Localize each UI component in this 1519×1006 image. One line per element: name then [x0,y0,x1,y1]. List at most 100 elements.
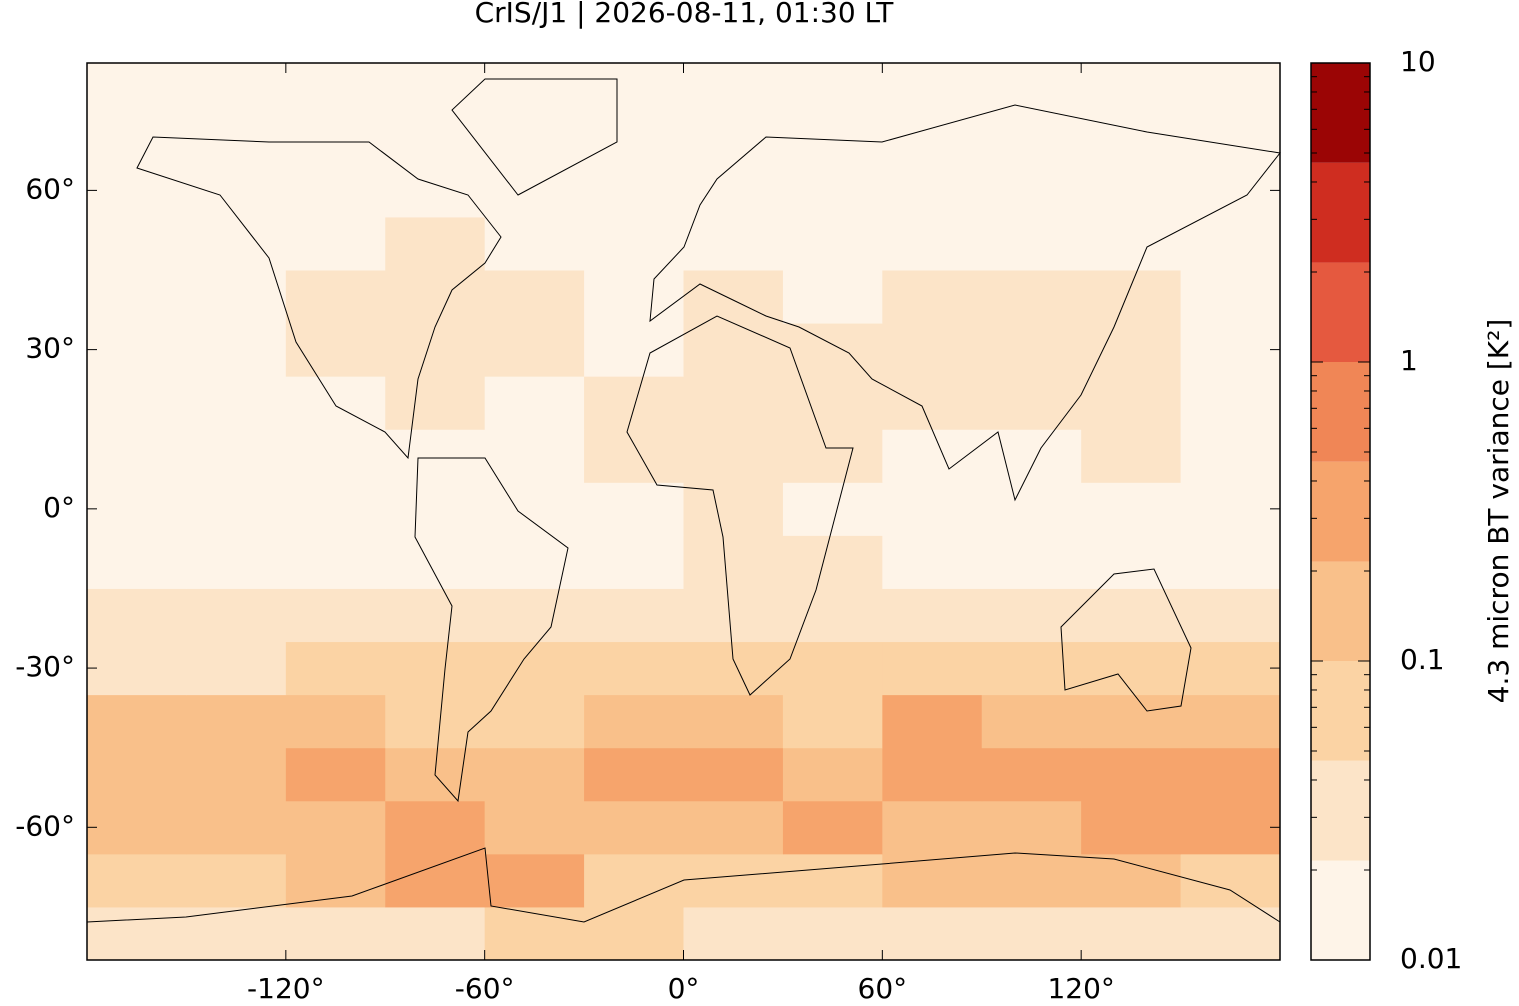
y-tick-label: -60° [15,809,75,842]
field-cell [385,800,486,855]
y-tick-label: 0° [43,491,75,524]
field-cell [484,694,585,749]
field-cell [484,376,585,430]
field-cell [782,323,883,377]
field-cell [683,376,784,430]
field-cell [683,110,784,165]
field-cell [285,323,386,377]
coastline [649,104,1281,502]
colorbar-tick-label: 0.01 [1400,942,1462,975]
field-cell [484,110,585,165]
field-cell [285,800,386,855]
colorbar-tick-label: 0.1 [1400,643,1445,676]
colorbar-swatch [1311,362,1370,462]
colorbar-swatch [1311,63,1370,163]
field-cell [87,588,187,643]
field-cell [584,482,684,536]
field-cell [385,535,486,589]
field-cell [87,323,187,377]
field-cell [882,270,983,324]
field-cell [87,163,187,218]
field-cell [981,63,1082,112]
field-cell [782,535,883,589]
field-cell [683,853,784,908]
coastline [414,457,569,803]
field-cell [87,482,187,536]
field-cell [683,323,784,377]
field-cell [186,853,287,908]
colorbar-swatch [1311,561,1370,661]
field-cell [285,641,386,696]
field-cell [882,216,983,271]
field-cell [285,694,386,749]
field-cell [385,110,486,165]
field-cell [1180,906,1281,961]
field-cell [186,110,287,165]
field-cell [186,535,287,589]
field-cell [186,376,287,430]
field-cell [1081,906,1182,961]
field-cell [484,853,585,908]
field-cell [1081,641,1182,696]
field-cell [1180,853,1281,908]
field-cell [584,429,684,483]
field-cell [186,641,287,696]
field-cell [87,216,187,271]
field-cell [285,216,386,271]
field-cell [285,110,386,165]
y-tick-label: -30° [15,650,75,683]
field-cell [186,694,287,749]
field-cell [87,694,187,749]
field-cell [683,641,784,696]
x-tick-label: 120° [1047,972,1114,1002]
field-cell [882,800,983,855]
field-cell [484,747,585,802]
field-cell [782,800,883,855]
field-cell [683,216,784,271]
field-cell [484,588,585,643]
field-cell [683,535,784,589]
field-cell [1180,63,1281,112]
field-cell [484,429,585,483]
field-cell [484,63,585,112]
field-cell [186,429,287,483]
field-cell [484,800,585,855]
field-cell [385,906,486,961]
field-cell [1180,323,1281,377]
field-cell [1180,747,1281,802]
field-cell [782,906,883,961]
field-cell [186,270,287,324]
field-cell [385,63,486,112]
field-cell [683,694,784,749]
y-tick-label: 60° [25,172,75,205]
field-cell [87,270,187,324]
colorbar-frame [1310,62,1371,961]
field-cell [1180,429,1281,483]
field-cell [1081,747,1182,802]
field-cell [782,163,883,218]
field-cell [484,482,585,536]
field-cell [87,800,187,855]
field-cell [782,747,883,802]
field-cell [1180,376,1281,430]
field-cell [285,853,386,908]
field-cell [1081,323,1182,377]
field-cell [683,270,784,324]
field-cell [484,906,585,961]
field-cell [981,535,1082,589]
field-cell [882,641,983,696]
field-cell [782,482,883,536]
field-cell [683,800,784,855]
field-cell [484,216,585,271]
coastlines [86,78,1281,923]
field-cell [584,800,684,855]
axes: -120° -60° 0° 60° 120° -60° -30° 0° 30° 60° [15,63,1280,1005]
field-cell [484,323,585,377]
field-cell [87,63,187,112]
coastline [451,78,618,196]
colorbar-swatch [1311,162,1370,263]
field-cell [981,323,1082,377]
field-cell [1081,63,1182,112]
field-cell [981,163,1082,218]
field-cell [385,588,486,643]
